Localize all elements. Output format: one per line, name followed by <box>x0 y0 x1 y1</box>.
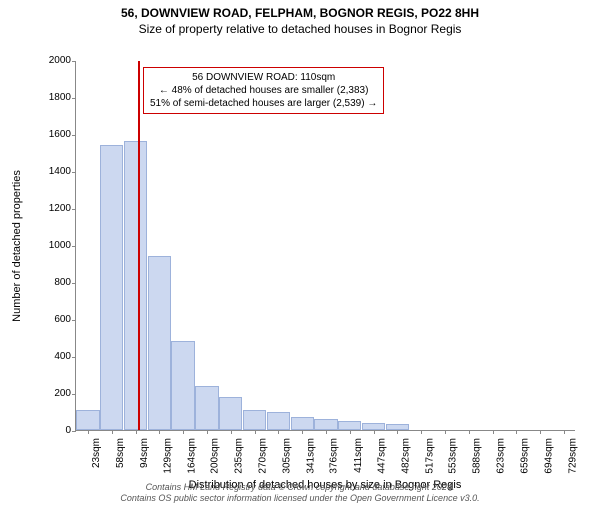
footer-line-2: Contains OS public sector information li… <box>0 493 600 504</box>
x-tick: 58sqm <box>115 432 126 468</box>
x-tick-mark <box>278 430 279 434</box>
y-tick-mark <box>72 320 76 321</box>
y-tick: 0 <box>36 425 76 436</box>
x-tick: 270sqm <box>258 432 269 474</box>
histogram-bar <box>314 419 337 430</box>
histogram-bar <box>338 421 361 430</box>
y-tick-mark <box>72 394 76 395</box>
x-tick-mark <box>207 430 208 434</box>
y-tick: 800 <box>36 277 76 288</box>
y-tick-mark <box>72 135 76 136</box>
footer: Contains HM Land Registry data © Crown c… <box>0 482 600 504</box>
y-tick: 1200 <box>36 203 76 214</box>
y-tick-mark <box>72 98 76 99</box>
x-tick: 23sqm <box>91 432 102 468</box>
y-tick: 1600 <box>36 129 76 140</box>
x-tick: 411sqm <box>353 432 364 473</box>
y-tick-mark <box>72 172 76 173</box>
x-tick: 588sqm <box>472 432 483 474</box>
x-tick-mark <box>255 430 256 434</box>
x-tick: 517sqm <box>424 432 435 474</box>
chart-title: 56, DOWNVIEW ROAD, FELPHAM, BOGNOR REGIS… <box>0 6 600 20</box>
chart-subtitle: Size of property relative to detached ho… <box>0 22 600 36</box>
x-tick: 659sqm <box>519 432 530 474</box>
x-tick-mark <box>159 430 160 434</box>
x-tick: 729sqm <box>567 432 578 474</box>
x-tick-mark <box>469 430 470 434</box>
footer-line-1: Contains HM Land Registry data © Crown c… <box>0 482 600 493</box>
x-tick: 200sqm <box>210 432 221 474</box>
y-tick-mark <box>72 61 76 62</box>
histogram-bar <box>195 386 218 430</box>
histogram-bar <box>171 341 194 430</box>
x-tick-mark <box>564 430 565 434</box>
y-tick: 1000 <box>36 240 76 251</box>
x-tick: 376sqm <box>329 432 340 474</box>
x-tick: 553sqm <box>448 432 459 474</box>
annotation-line-3: 51% of semi-detached houses are larger (… <box>150 97 377 110</box>
histogram-bar <box>76 410 99 430</box>
histogram-bar <box>148 256 171 430</box>
y-tick: 600 <box>36 314 76 325</box>
y-tick-mark <box>72 209 76 210</box>
y-axis-label: Number of detached properties <box>11 170 23 322</box>
histogram-bar <box>100 145 123 430</box>
y-tick-mark <box>72 283 76 284</box>
x-tick: 623sqm <box>496 432 507 474</box>
x-tick-mark <box>88 430 89 434</box>
x-tick: 694sqm <box>543 432 554 474</box>
y-tick-mark <box>72 431 76 432</box>
marker-line <box>138 61 140 430</box>
x-tick-mark <box>112 430 113 434</box>
x-tick-mark <box>350 430 351 434</box>
x-tick: 164sqm <box>186 432 197 474</box>
y-tick: 1800 <box>36 92 76 103</box>
y-tick: 400 <box>36 351 76 362</box>
y-tick: 200 <box>36 388 76 399</box>
x-tick: 447sqm <box>377 432 388 474</box>
x-tick-mark <box>445 430 446 434</box>
y-tick-mark <box>72 357 76 358</box>
annotation-line-2: ← 48% of detached houses are smaller (2,… <box>150 84 377 97</box>
x-tick-mark <box>136 430 137 434</box>
x-tick-mark <box>374 430 375 434</box>
histogram-bar <box>291 417 314 430</box>
x-tick: 235sqm <box>234 432 245 474</box>
histogram-bar <box>219 397 242 430</box>
chart-plot-area: 56 DOWNVIEW ROAD: 110sqm ← 48% of detach… <box>75 61 575 431</box>
annotation-line-1: 56 DOWNVIEW ROAD: 110sqm <box>150 71 377 84</box>
x-tick-mark <box>231 430 232 434</box>
histogram-bar <box>362 423 385 430</box>
x-tick-mark <box>421 430 422 434</box>
histogram-bar <box>267 412 290 431</box>
x-tick-mark <box>493 430 494 434</box>
x-tick: 94sqm <box>139 432 150 468</box>
y-tick: 1400 <box>36 166 76 177</box>
x-tick-mark <box>397 430 398 434</box>
x-tick-mark <box>302 430 303 434</box>
x-tick-mark <box>516 430 517 434</box>
x-tick: 341sqm <box>305 432 316 474</box>
x-tick-mark <box>326 430 327 434</box>
x-tick: 482sqm <box>400 432 411 474</box>
x-tick: 305sqm <box>281 432 292 474</box>
x-tick-mark <box>540 430 541 434</box>
x-tick: 129sqm <box>162 432 173 474</box>
annotation-box: 56 DOWNVIEW ROAD: 110sqm ← 48% of detach… <box>143 67 384 114</box>
y-tick: 2000 <box>36 55 76 66</box>
x-tick-mark <box>183 430 184 434</box>
histogram-bar <box>124 141 147 430</box>
histogram-bar <box>243 410 266 430</box>
y-tick-mark <box>72 246 76 247</box>
